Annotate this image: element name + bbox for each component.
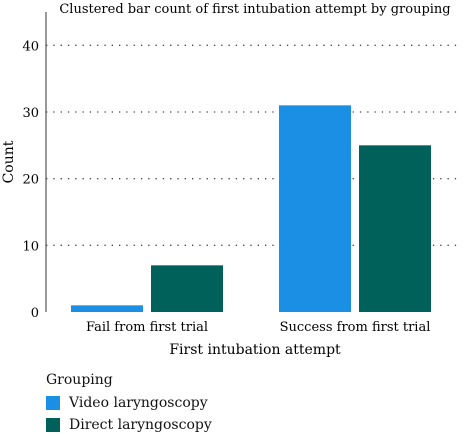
bar-direct-success: [359, 145, 431, 312]
y-axis-label: Count: [1, 140, 17, 183]
legend-title: Grouping: [46, 372, 113, 388]
x-tick-label: Fail from first trial: [86, 320, 208, 335]
x-tick-label: Success from first trial: [280, 320, 431, 335]
y-tick-label: 40: [22, 39, 39, 54]
bar-direct-fail: [151, 265, 223, 312]
legend-item-direct: Direct laryngoscopy: [46, 414, 212, 436]
y-tick-label: 30: [22, 106, 39, 121]
legend-label-direct: Direct laryngoscopy: [69, 417, 212, 433]
x-axis-label: First intubation attempt: [169, 342, 341, 358]
x-tick-labels: Fail from first trial Success from first …: [86, 320, 430, 335]
chart-title: Clustered bar count of first intubation …: [59, 2, 450, 17]
bar-video-success: [279, 105, 351, 312]
bar-video-fail: [71, 305, 143, 312]
legend-item-video: Video laryngoscopy: [46, 392, 212, 414]
y-tick-label: 10: [22, 239, 39, 254]
y-tick-labels: 0 10 20 30 40: [22, 39, 39, 321]
legend-label-video: Video laryngoscopy: [69, 395, 208, 411]
bars-group: [71, 105, 431, 312]
legend: Grouping Video laryngoscopy Direct laryn…: [46, 372, 212, 436]
legend-swatch-direct: [46, 418, 60, 432]
y-tick-label: 20: [22, 173, 39, 188]
y-tick-label: 0: [31, 306, 39, 321]
legend-swatch-video: [46, 396, 60, 410]
